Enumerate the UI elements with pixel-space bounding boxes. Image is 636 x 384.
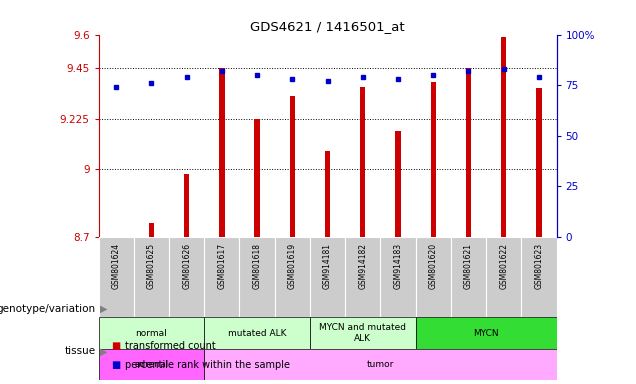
Text: ■: ■ [111,341,121,351]
Text: tumor: tumor [367,360,394,369]
Text: GSM801624: GSM801624 [112,243,121,289]
Text: tissue: tissue [64,346,95,356]
Text: GSM801626: GSM801626 [182,243,191,289]
Bar [431,82,436,237]
Text: ▶: ▶ [100,304,107,314]
Text: percentile rank within the sample: percentile rank within the sample [125,360,290,370]
Bar [99,237,134,317]
Text: mutated ALK: mutated ALK [228,329,286,338]
Bar [396,131,401,237]
Bar [204,237,240,317]
Bar [204,349,556,380]
Text: GSM801621: GSM801621 [464,243,473,289]
Bar [219,68,225,237]
Text: GSM801622: GSM801622 [499,243,508,289]
Bar [310,317,415,349]
Text: transformed count: transformed count [125,341,216,351]
Text: normal: normal [135,329,167,338]
Text: GSM801618: GSM801618 [252,243,261,289]
Bar [240,237,275,317]
Bar [415,237,451,317]
Text: GSM801619: GSM801619 [288,243,297,289]
Text: GSM801623: GSM801623 [534,243,543,289]
Text: MYCN: MYCN [473,329,499,338]
Bar [325,151,330,237]
Text: GSM914183: GSM914183 [394,243,403,289]
Bar [501,37,506,237]
Bar [522,237,556,317]
Bar [360,87,366,237]
Bar [254,119,259,237]
Bar [169,237,204,317]
Bar [486,237,522,317]
Bar [345,237,380,317]
Bar [99,349,204,380]
Bar [184,174,190,237]
Bar [310,237,345,317]
Bar [536,88,541,237]
Bar [289,96,295,237]
Text: adrenal: adrenal [134,360,169,369]
Bar [466,68,471,237]
Text: ■: ■ [111,360,121,370]
Bar [275,237,310,317]
Text: MYCN and mutated
ALK: MYCN and mutated ALK [319,323,406,343]
Bar [149,223,154,237]
Bar [415,317,556,349]
Text: GSM801625: GSM801625 [147,243,156,289]
Text: genotype/variation: genotype/variation [0,304,95,314]
Bar [204,317,310,349]
Text: GSM801620: GSM801620 [429,243,438,289]
Bar [99,317,204,349]
Bar [451,237,486,317]
Bar [134,237,169,317]
Text: GSM914182: GSM914182 [358,243,367,289]
Text: GSM914181: GSM914181 [323,243,332,289]
Text: GSM801617: GSM801617 [218,243,226,289]
Text: ▶: ▶ [100,346,107,356]
Bar [380,237,415,317]
Title: GDS4621 / 1416501_at: GDS4621 / 1416501_at [250,20,405,33]
